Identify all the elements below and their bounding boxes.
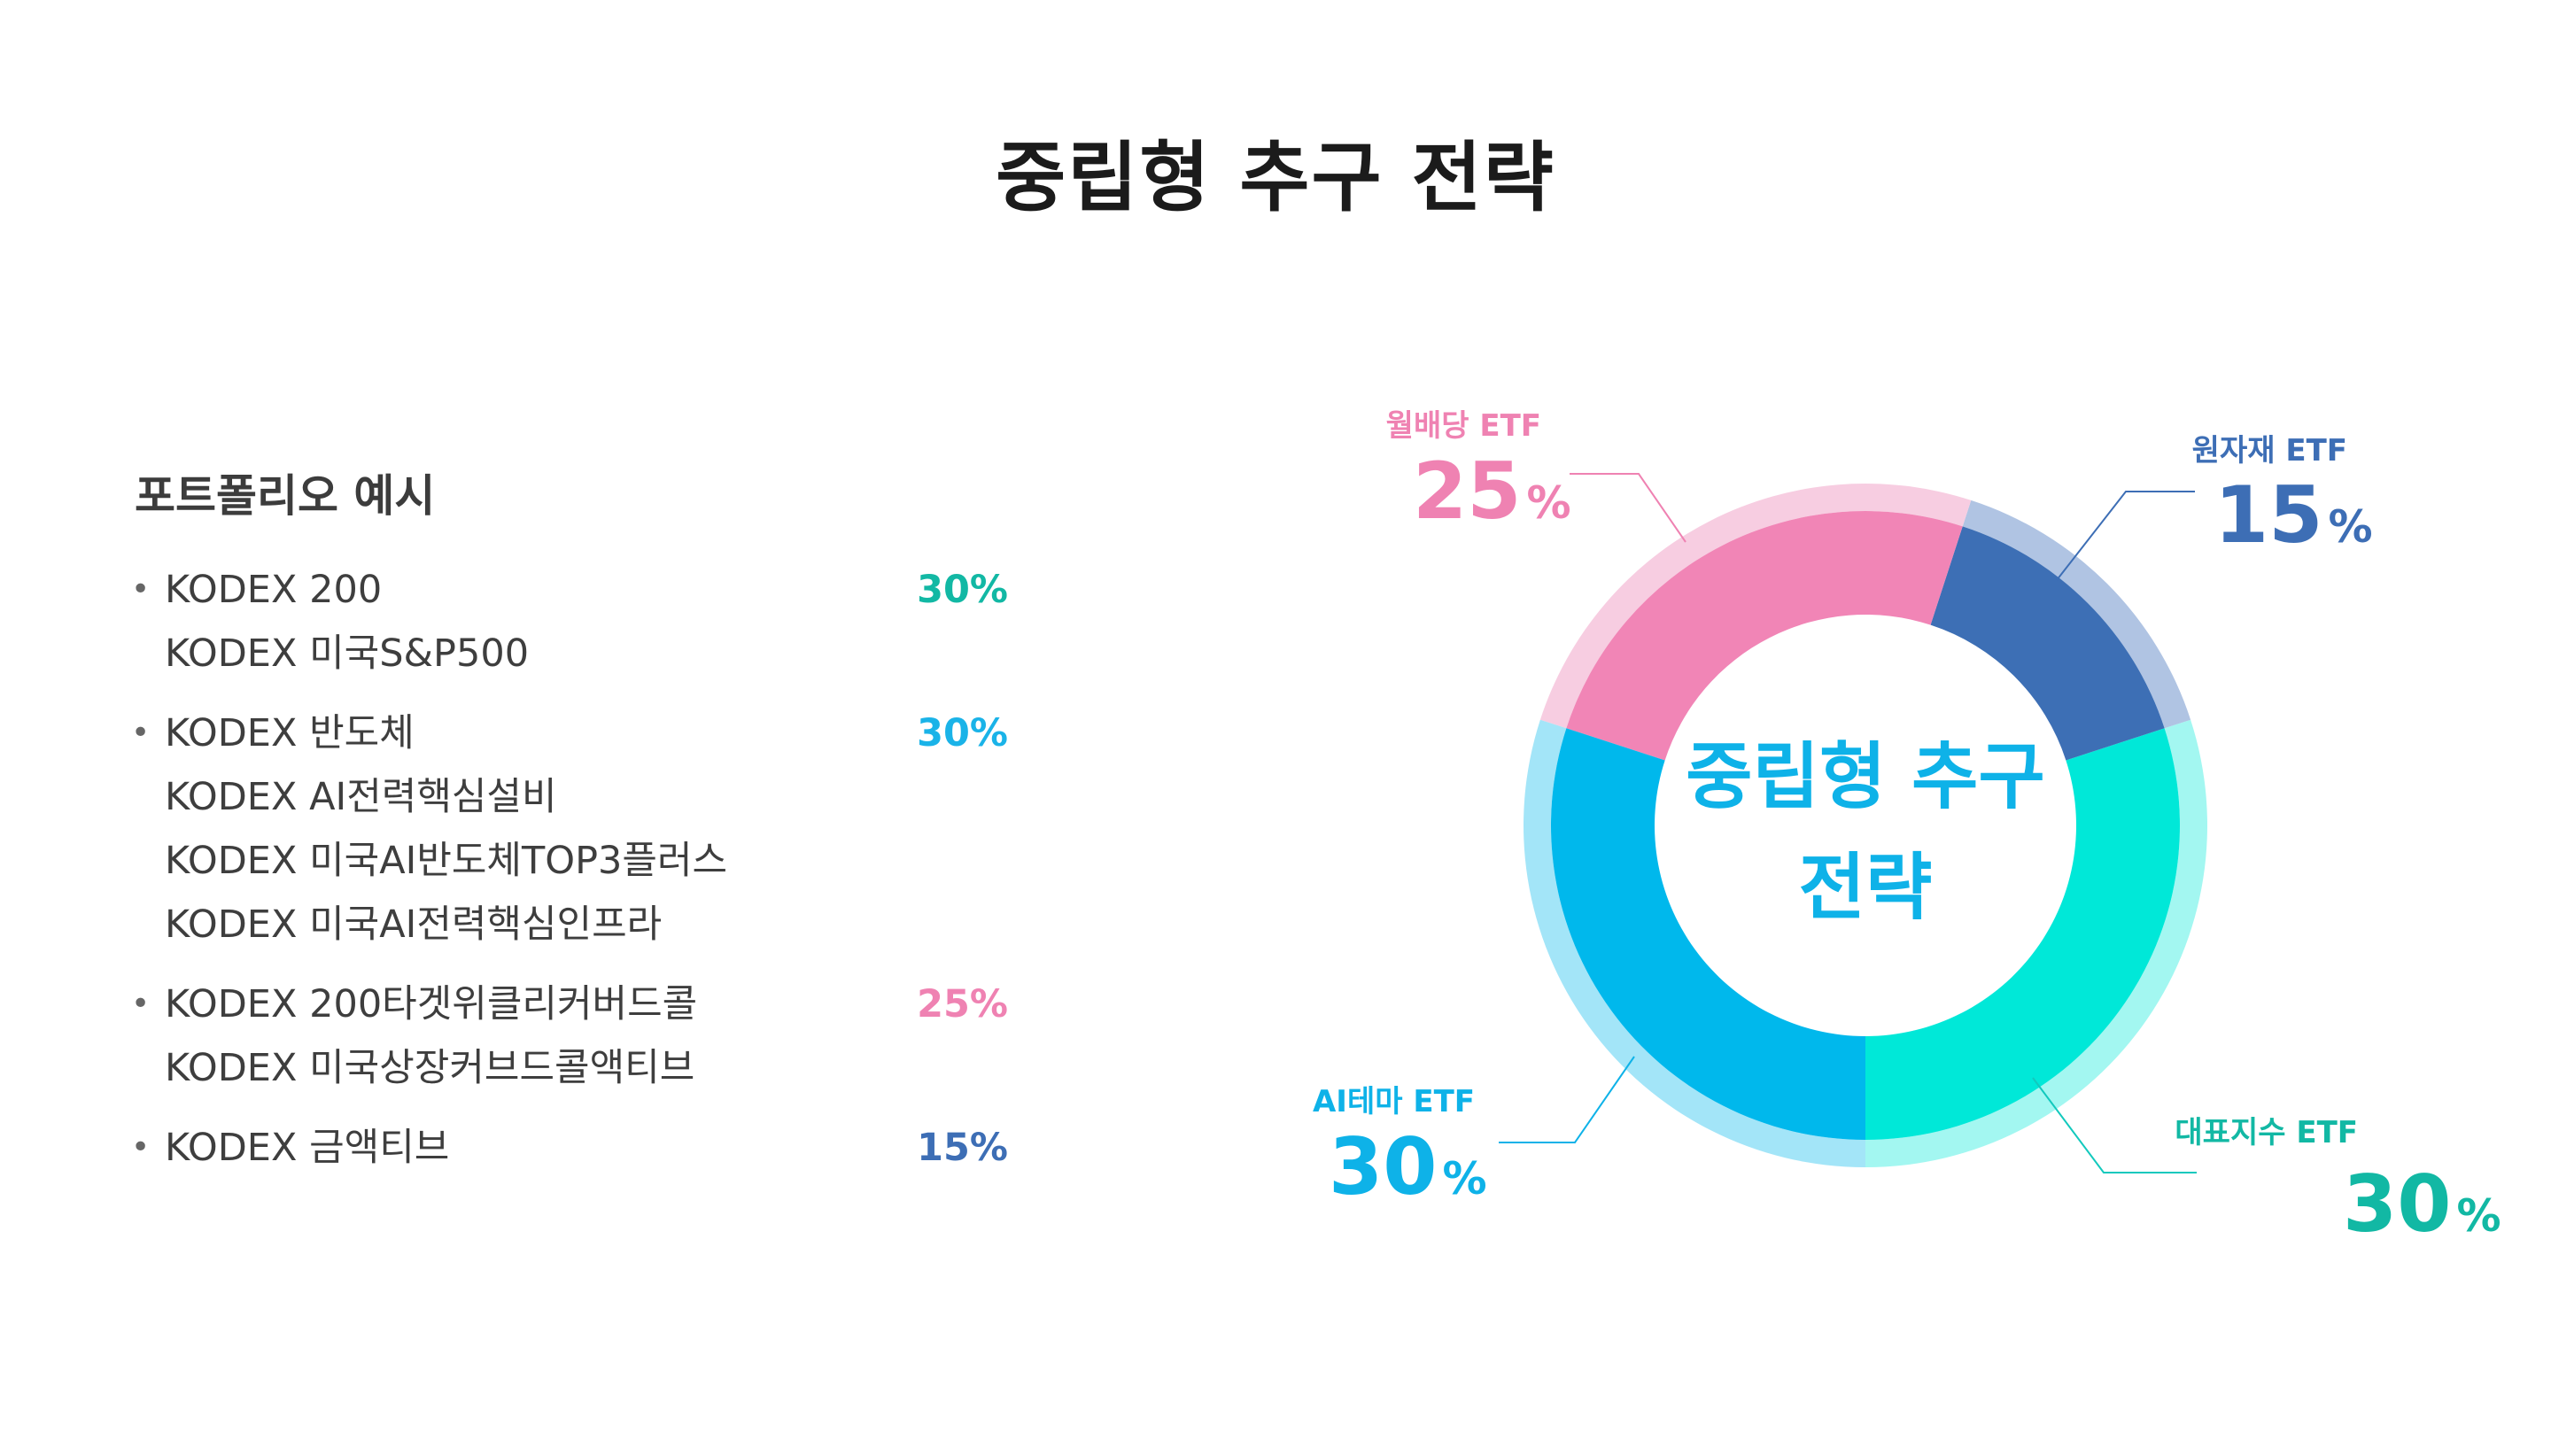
donut-slice — [1930, 526, 2165, 761]
leader-line — [2056, 491, 2195, 581]
bullet: • — [131, 571, 151, 608]
bullet: • — [131, 986, 151, 1022]
slice-value: 30% — [1329, 1121, 1487, 1212]
slice-value-number: 25 — [1413, 445, 1521, 537]
slice-value: 15% — [2214, 469, 2373, 561]
fund-name: KODEX 미국AI반도체TOP3플러스 — [165, 839, 728, 883]
page-title: 중립형 추구 전략 — [996, 134, 1555, 222]
portfolio-list: • KODEX 200 KODEX 미국S&P500 30% • KODEX 반도체 KOD… — [131, 558, 1008, 1180]
fund-name: KODEX 반도체 — [165, 711, 415, 755]
fund-name: KODEX 금액티브 — [165, 1126, 450, 1170]
group-percentage: 30% — [917, 711, 1008, 755]
portfolio-heading: 포트폴리오 예시 — [135, 470, 436, 522]
bullet: • — [131, 1129, 151, 1166]
center-label: 전략 — [1799, 846, 1933, 930]
group-percentage: 30% — [917, 568, 1008, 612]
slice-value-number: 30 — [2343, 1158, 2451, 1250]
portfolio-group: • KODEX 금액티브 15% — [131, 1116, 1008, 1180]
donut-outer-ring — [1539, 484, 1972, 729]
portfolio-group: • KODEX 반도체 KODEX AI전력핵심설비 KODEX 미국AI반도체TOP… — [131, 701, 1008, 956]
slice-value: 30% — [2343, 1158, 2501, 1250]
slice-value-unit: % — [1526, 477, 1570, 529]
fund-name: KODEX 200타겟위클리커버드콜 — [165, 982, 698, 1026]
slice-value-number: 30 — [1329, 1121, 1437, 1212]
slice-label: AI테마 ETF — [1313, 1084, 1475, 1119]
donut-slice — [1551, 728, 1865, 1140]
slice-value-unit: % — [1442, 1153, 1486, 1204]
slice-value-unit: % — [2456, 1190, 2501, 1242]
slice-label: 대표지수 ETF — [2175, 1115, 2358, 1150]
leader-line — [2032, 1077, 2197, 1173]
center-label: 중립형 추구 — [1686, 735, 2045, 819]
fund-name: KODEX 200 — [165, 568, 383, 612]
slice-value: 25% — [1413, 445, 1571, 537]
donut-slice — [1865, 728, 2180, 1140]
leader-line — [1499, 1056, 1635, 1143]
fund-name: KODEX AI전력핵심설비 — [165, 775, 557, 819]
fund-name: KODEX 미국상장커브드콜액티브 — [165, 1046, 695, 1090]
slice-label: 원자재 ETF — [2192, 433, 2347, 469]
donut-slice — [1566, 511, 1963, 761]
donut-outer-ring — [1962, 500, 2191, 729]
bullet: • — [131, 715, 151, 751]
fund-name: KODEX 미국AI전력핵심인프라 — [165, 902, 663, 947]
slice-value-unit: % — [2328, 501, 2372, 553]
group-percentage: 25% — [917, 982, 1008, 1026]
slice-value-number: 15 — [2214, 469, 2322, 561]
group-percentage: 15% — [917, 1126, 1008, 1170]
portfolio-group: • KODEX 200타겟위클리커버드콜 KODEX 미국상장커브드콜액티브 25% — [131, 972, 1008, 1100]
portfolio-group: • KODEX 200 KODEX 미국S&P500 30% — [131, 558, 1008, 685]
leader-line — [1570, 473, 1686, 543]
slice-label: 월배당 ETF — [1386, 408, 1541, 444]
fund-name: KODEX 미국S&P500 — [165, 631, 530, 676]
